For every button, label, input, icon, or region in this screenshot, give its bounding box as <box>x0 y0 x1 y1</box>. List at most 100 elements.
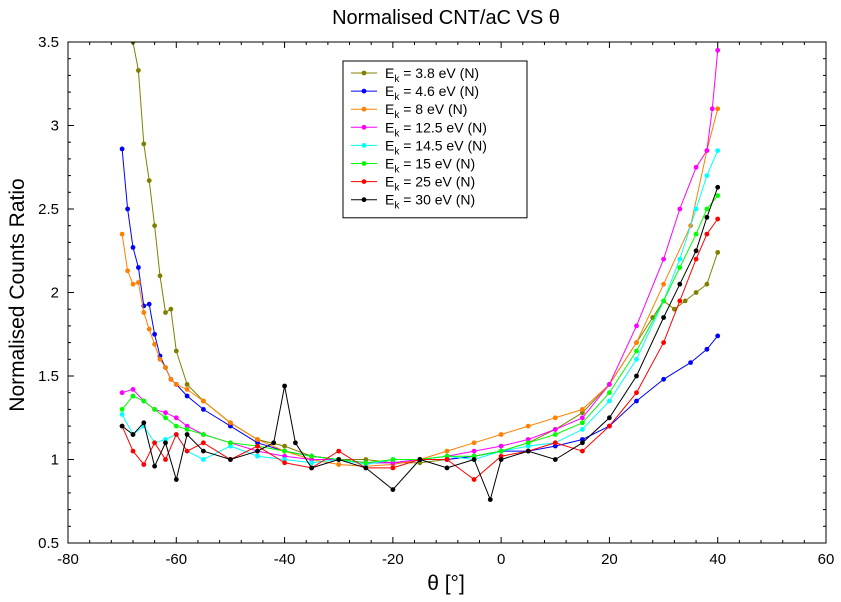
data-point <box>201 398 206 404</box>
data-point <box>119 146 125 152</box>
data-point <box>444 453 450 459</box>
data-point <box>693 248 699 254</box>
data-point <box>607 423 612 429</box>
data-point <box>119 231 125 237</box>
data-point <box>580 448 585 454</box>
data-point <box>390 457 396 462</box>
data-point <box>119 390 125 396</box>
chart-title: Normalised CNT/aC VS θ <box>332 7 560 29</box>
data-point <box>688 360 693 365</box>
x-tick-label: 0 <box>497 551 505 568</box>
data-point <box>282 460 287 466</box>
data-point <box>201 448 206 454</box>
data-point <box>704 231 710 237</box>
data-point <box>704 173 710 179</box>
x-tick-label: -40 <box>274 551 296 568</box>
data-point <box>704 346 710 352</box>
data-point <box>309 457 314 462</box>
data-point <box>661 315 666 320</box>
data-point <box>715 47 721 53</box>
data-point <box>255 437 260 442</box>
data-point <box>693 206 699 212</box>
data-point <box>693 290 699 295</box>
data-point <box>163 415 168 421</box>
data-point <box>146 326 152 332</box>
data-point <box>271 440 277 446</box>
legend-swatch-marker <box>361 124 367 130</box>
legend: Ek = 3.8 eV (N)Ek = 4.6 eV (N)Ek = 8 eV … <box>342 60 528 219</box>
data-point <box>157 273 163 279</box>
data-point <box>125 268 130 274</box>
data-point <box>228 443 233 449</box>
series-6 <box>119 216 721 482</box>
data-point <box>715 148 721 154</box>
data-point <box>152 440 158 446</box>
data-point <box>390 460 396 466</box>
legend-swatch-marker <box>361 143 367 148</box>
data-point <box>498 453 504 459</box>
legend-swatch-marker <box>361 88 367 94</box>
data-point <box>634 348 639 354</box>
legend-label: Ek = 30 eV (N) <box>385 192 475 212</box>
legend-item: Ek = 14.5 eV (N) <box>351 137 487 157</box>
data-point <box>173 432 179 437</box>
data-point <box>163 310 168 315</box>
data-point <box>173 415 179 421</box>
data-point <box>130 387 136 392</box>
data-point <box>580 420 585 426</box>
legend-item: Ek = 15 eV (N) <box>351 156 475 176</box>
data-point <box>228 420 233 426</box>
legend-item: Ek = 30 eV (N) <box>351 192 475 212</box>
legend-item: Ek = 25 eV (N) <box>351 174 475 194</box>
data-point <box>715 193 721 199</box>
data-point <box>417 460 423 466</box>
data-point <box>498 432 504 437</box>
x-tick-label: 20 <box>601 551 618 568</box>
data-point <box>163 440 168 446</box>
data-point <box>552 432 558 437</box>
data-point <box>580 437 585 442</box>
data-point <box>417 457 423 462</box>
x-tick-label: -20 <box>382 551 404 568</box>
data-point <box>471 477 477 482</box>
data-point <box>693 256 699 262</box>
data-point <box>677 206 683 212</box>
data-point <box>661 256 666 262</box>
data-point <box>173 477 179 482</box>
data-point <box>677 265 683 270</box>
data-point <box>141 141 147 147</box>
series-line <box>121 187 719 502</box>
data-point <box>661 298 666 304</box>
data-point <box>525 443 531 449</box>
data-point <box>498 443 504 449</box>
data-point <box>704 148 710 154</box>
data-point <box>704 214 710 220</box>
y-tick-label: 2 <box>51 285 59 302</box>
data-point <box>201 440 206 446</box>
series-7 <box>119 184 721 502</box>
y-tick-label: 0.5 <box>38 535 59 552</box>
data-point <box>715 184 721 190</box>
data-point <box>693 231 699 237</box>
legend-label: Ek = 3.8 eV (N) <box>385 65 479 85</box>
data-point <box>184 448 190 454</box>
data-point <box>152 341 158 347</box>
data-point <box>580 427 585 432</box>
data-point <box>125 206 130 212</box>
legend-item: Ek = 8 eV (N) <box>351 101 467 121</box>
data-point <box>309 460 314 466</box>
data-point <box>136 280 141 285</box>
x-tick-label: 40 <box>709 551 726 568</box>
data-point <box>677 256 683 262</box>
data-point <box>136 68 141 73</box>
y-tick-label: 3.5 <box>38 34 59 51</box>
data-point <box>163 365 168 370</box>
data-point <box>152 463 158 469</box>
data-point <box>282 448 287 454</box>
data-point <box>184 393 190 399</box>
data-point <box>255 448 260 454</box>
axes-layer: -80 -60 -40 -20 0 20 40 60 0.5 1 1.5 2 2.5 3 3.5 <box>38 34 834 568</box>
data-point <box>228 457 233 462</box>
series-layer <box>119 42 721 502</box>
